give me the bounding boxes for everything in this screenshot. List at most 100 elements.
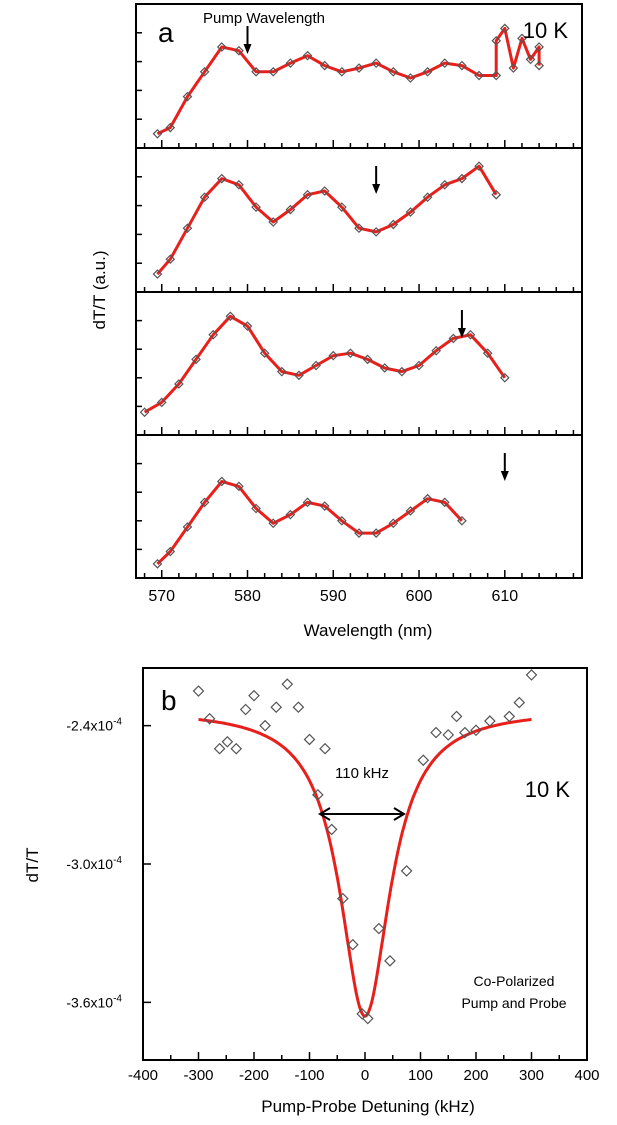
- data-point: [156, 397, 167, 408]
- data-point: [311, 788, 324, 801]
- data-point: [439, 58, 450, 68]
- data-point: [208, 329, 219, 340]
- panel-a-data-points: [139, 23, 544, 569]
- data-point: [191, 354, 201, 365]
- x-tick-label: -100: [294, 1067, 324, 1084]
- data-point: [474, 70, 484, 81]
- panel-b: -400 -300 -200 -100 0 100 200 300 400 -2.4x10-4-…: [23, 667, 600, 1116]
- data-point: [525, 669, 538, 681]
- panel-b-x-tick-labels: -400 -300 -200 -100 0 100 200 300 400: [128, 1067, 600, 1084]
- data-point: [230, 742, 243, 755]
- data-point: [152, 559, 163, 569]
- data-point: [319, 501, 330, 511]
- data-point: [503, 710, 516, 723]
- data-point: [294, 370, 304, 381]
- data-point: [182, 522, 193, 532]
- data-point: [371, 58, 382, 68]
- data-point: [422, 192, 433, 203]
- data-point: [422, 493, 433, 504]
- data-point: [152, 128, 163, 139]
- data-point: [203, 712, 216, 725]
- data-point: [268, 217, 279, 227]
- data-point: [221, 735, 234, 748]
- data-point: [442, 729, 455, 741]
- data-point: [534, 42, 544, 52]
- data-point: [405, 73, 416, 83]
- panel-a-pump-arrows: [243, 26, 509, 481]
- data-point: [371, 528, 382, 538]
- data-point: [319, 742, 331, 755]
- data-point: [336, 515, 347, 526]
- pump-arrow-head: [457, 328, 466, 338]
- y-tick-label: -3.0x10-4: [66, 855, 122, 872]
- x-tick-label: -200: [239, 1067, 269, 1084]
- data-point: [234, 481, 244, 492]
- data-point: [388, 219, 399, 230]
- data-point: [417, 754, 430, 767]
- panel-b-width-annotation: 110 kHz: [335, 765, 389, 782]
- data-point: [430, 726, 442, 739]
- data-point: [182, 223, 193, 234]
- data-point: [499, 372, 510, 383]
- data-point: [259, 348, 270, 359]
- panel-a-label: a: [158, 17, 174, 48]
- data-point: [354, 63, 364, 73]
- data-point: [439, 497, 450, 508]
- data-point: [199, 192, 210, 203]
- data-point: [388, 518, 399, 529]
- x-tick-label: 570: [148, 588, 175, 605]
- panel-a-y-axis-label: dT/T (a.u.): [90, 250, 109, 329]
- data-point: [450, 710, 463, 723]
- data-point: [499, 23, 510, 34]
- pump-arrow-head: [500, 471, 509, 481]
- data-point: [373, 922, 385, 935]
- pump-arrow-head: [243, 44, 252, 54]
- data-point: [225, 311, 236, 322]
- data-point: [270, 701, 283, 714]
- data-point: [248, 689, 260, 702]
- data-point: [384, 954, 396, 967]
- data-point: [285, 204, 296, 215]
- data-point: [457, 173, 467, 184]
- data-point: [470, 724, 482, 737]
- data-point: [525, 54, 536, 65]
- fit-curve-1: [156, 26, 541, 136]
- data-point: [336, 66, 347, 77]
- x-tick-label: -400: [128, 1067, 158, 1084]
- data-point: [361, 1012, 374, 1025]
- panel-b-y-axis-label: dT/T: [23, 848, 42, 883]
- data-point: [346, 938, 359, 951]
- data-point: [345, 348, 356, 359]
- panel-b-ticks: [142, 724, 588, 1060]
- data-point: [216, 42, 227, 52]
- data-point: [388, 66, 399, 77]
- pump-arrow-head: [372, 184, 381, 194]
- fit-curve-3: [143, 314, 507, 414]
- panel-a-x-axis-label: Wavelength (nm): [304, 621, 433, 640]
- data-point: [302, 50, 313, 61]
- panel-b-note-line-2: Pump and Probe: [461, 995, 566, 1011]
- data-point: [319, 60, 330, 71]
- data-point: [397, 366, 407, 377]
- x-tick-label: -300: [183, 1067, 213, 1084]
- panel-b-y-tick-labels: -2.4x10-4 -3.0x10-4 -3.6x10-4: [66, 717, 122, 1011]
- data-point: [491, 35, 502, 46]
- data-point: [234, 179, 244, 190]
- data-point: [139, 407, 150, 418]
- data-point: [484, 715, 496, 727]
- data-point: [165, 122, 176, 133]
- data-point: [165, 546, 176, 557]
- panel-b-fit-curve: [198, 718, 532, 1018]
- data-point: [379, 363, 390, 373]
- data-point: [285, 58, 296, 68]
- panel-a: 570 580 590 600 610 a Pump Wavelength 10 K d…: [90, 3, 583, 640]
- panel-a-pump-annotation: Pump Wavelength: [203, 10, 325, 27]
- data-point: [259, 719, 271, 732]
- panel-b-note-line-1: Co-Polarized: [474, 973, 555, 989]
- data-point: [251, 202, 261, 212]
- data-point: [508, 63, 519, 73]
- data-point: [174, 379, 184, 389]
- panel-b-x-axis-label: Pump-Probe Detuning (kHz): [261, 1097, 475, 1116]
- data-point: [336, 202, 347, 212]
